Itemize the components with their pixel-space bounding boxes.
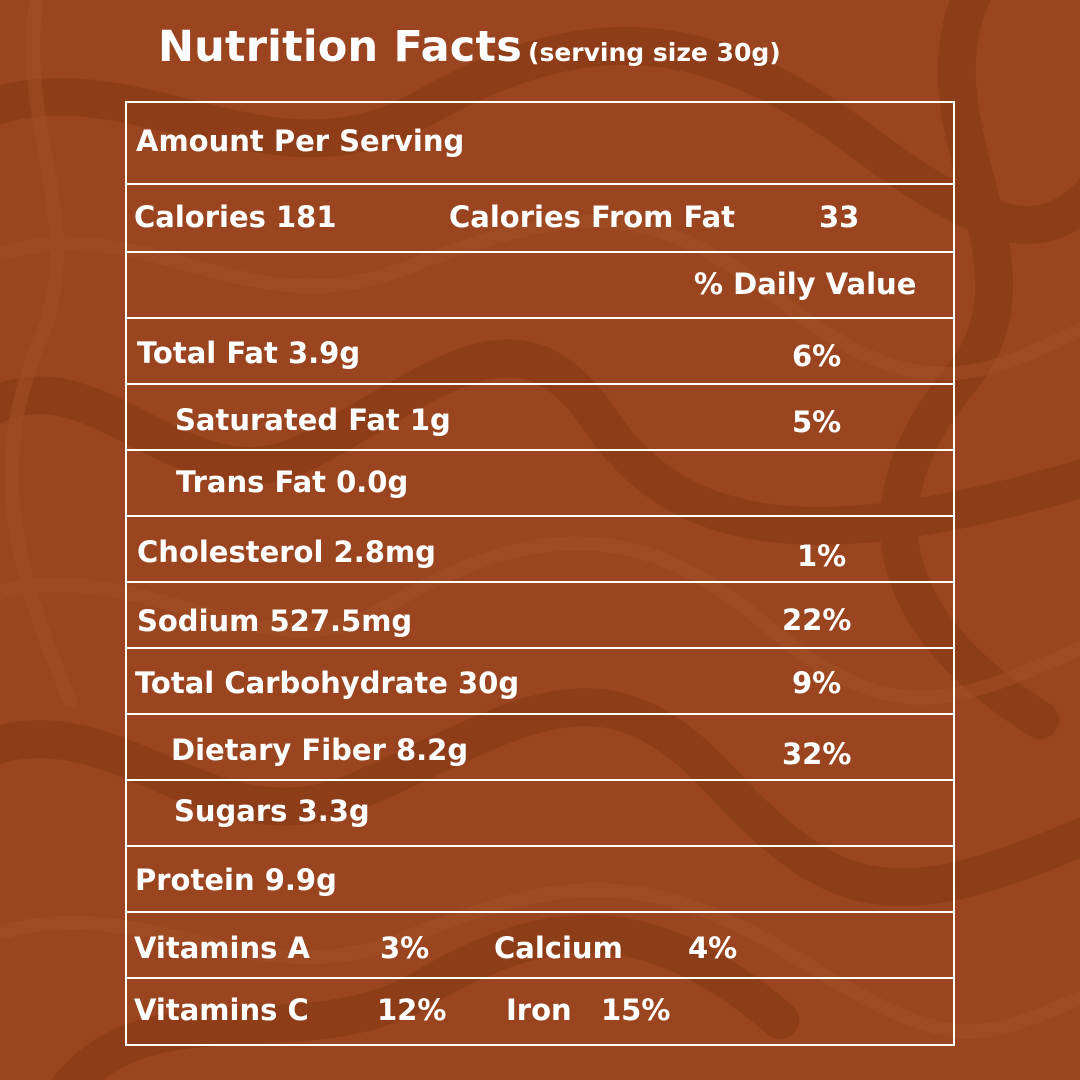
nutrient-row: Total Fat 3.9g 6% (127, 319, 953, 385)
nutrient-row: Trans Fat 0.0g (127, 451, 953, 517)
nutrient-daily-value: 9% (792, 666, 842, 700)
nutrient-label: Protein 9.9g (135, 863, 337, 897)
calories-label: Calories 181 (134, 200, 337, 234)
vitamin-row: Vitamins C 12% Iron 15% (127, 979, 953, 1044)
mineral-value: 4% (688, 931, 738, 965)
nutrient-daily-value: 5% (792, 405, 842, 439)
nutrient-label: Dietary Fiber 8.2g (171, 733, 469, 767)
nutrient-label: Sugars 3.3g (174, 794, 370, 828)
nutrient-label: Sodium 527.5mg (137, 604, 413, 638)
vitamin-row: Vitamins A 3% Calcium 4% (127, 913, 953, 979)
daily-value-header: % Daily Value (694, 267, 917, 301)
nutrient-daily-value: 32% (782, 737, 852, 771)
nutrient-daily-value: 6% (792, 339, 842, 373)
vitamin-name: Vitamins A (134, 931, 310, 965)
mineral-name: Iron (506, 993, 572, 1027)
vitamin-name: Vitamins C (134, 993, 309, 1027)
nutrient-label: Total Fat 3.9g (137, 336, 361, 370)
vitamin-value: 12% (377, 993, 447, 1027)
nutrient-row: Dietary Fiber 8.2g 32% (127, 715, 953, 781)
nutrient-label: Cholesterol 2.8mg (137, 535, 436, 569)
calories-row: Calories 181 Calories From Fat 33 (127, 185, 953, 253)
daily-value-header-row: % Daily Value (127, 253, 953, 319)
nutrient-row: Sugars 3.3g (127, 781, 953, 847)
header: Nutrition Facts (serving size 30g) (158, 22, 781, 72)
nutrient-row: Total Carbohydrate 30g 9% (127, 649, 953, 715)
nutrition-table: Amount Per Serving Calories 181 Calories… (125, 101, 955, 1046)
nutrient-row: Saturated Fat 1g 5% (127, 385, 953, 451)
nutrient-daily-value: 1% (797, 539, 847, 573)
nutrient-row: Protein 9.9g (127, 847, 953, 913)
nutrient-label: Saturated Fat 1g (175, 403, 451, 437)
nutrient-row: Cholesterol 2.8mg 1% (127, 517, 953, 583)
calories-from-fat-value: 33 (819, 200, 860, 234)
nutrient-row: Sodium 527.5mg 22% (127, 583, 953, 649)
nutrient-label: Trans Fat 0.0g (176, 465, 409, 499)
amount-per-serving-row: Amount Per Serving (127, 103, 953, 185)
calories-from-fat-label: Calories From Fat (449, 200, 736, 234)
nutrient-daily-value: 22% (782, 603, 852, 637)
vitamin-value: 3% (380, 931, 430, 965)
amount-per-serving-label: Amount Per Serving (136, 124, 465, 158)
nutrient-label: Total Carbohydrate 30g (135, 666, 520, 700)
page-title: Nutrition Facts (158, 22, 523, 72)
mineral-value: 15% (601, 993, 671, 1027)
mineral-name: Calcium (494, 931, 623, 965)
serving-size: (serving size 30g) (528, 38, 781, 67)
